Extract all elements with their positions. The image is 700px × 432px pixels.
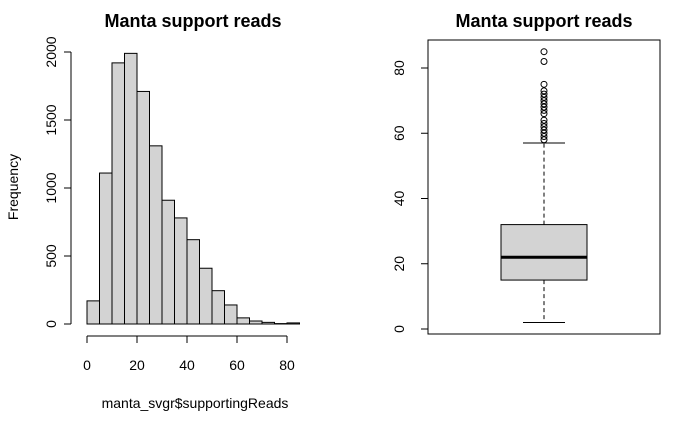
histogram-bar [86,300,100,325]
boxplot-outlier [540,87,548,95]
histogram-bar [249,320,263,325]
histogram-x-tick-label: 20 [129,357,145,373]
boxplot-outlier [540,126,548,134]
boxplot-outlier [540,100,548,108]
histogram-y-axis: 0 500 1000 1500 2000 [43,36,72,328]
histogram-bar [174,217,188,325]
boxplot-outlier [540,116,548,124]
boxplot-y-tick-label: 60 [391,125,407,141]
histogram-panel: Manta support reads 0 500 1000 1500 2000 0 20… [5,11,300,411]
boxplot-outlier [540,123,548,131]
boxplot-outlier [540,90,548,98]
histogram-x-tick-label: 40 [179,357,195,373]
histogram-bar [199,267,213,325]
boxplot-panel: Manta support reads 0 20 40 60 80 [391,11,661,335]
boxplot-box [500,224,588,281]
boxplot-y-tick-label: 80 [391,60,407,76]
boxplot-outlier [540,48,548,56]
boxplot-outlier [540,110,548,118]
histogram-y-tick-label: 0 [43,320,59,328]
histogram-y-label: Frequency [5,154,21,220]
boxplot-outlier [540,103,548,111]
boxplot-outlier [540,133,548,141]
histogram-x-tick-label: 80 [279,357,295,373]
boxplot-outlier [540,80,548,88]
boxplot-y-axis: 0 20 40 60 80 [391,60,428,333]
histogram-x-label: manta_svgr$supportingReads [102,395,289,411]
boxplot-outlier [540,97,548,105]
histogram-bar [124,52,138,325]
histogram-bar [136,90,150,325]
histogram-bar [99,172,113,325]
boxplot-outlier [540,57,548,65]
histogram-bar [149,145,163,325]
boxplot-outlier [540,136,548,144]
boxplot-y-tick-label: 40 [391,191,407,207]
boxplot-elements [500,48,588,323]
histogram-bar [261,321,275,325]
histogram-bar [186,239,200,325]
histogram-bar [111,62,125,325]
histogram-bar [211,290,225,325]
boxplot-y-tick-label: 0 [391,325,407,333]
histogram-x-tick-label: 0 [83,357,91,373]
boxplot-outlier [540,129,548,137]
histogram-x-tick-label: 60 [229,357,245,373]
boxplot-outlier [540,106,548,114]
boxplot-outlier [540,93,548,101]
histogram-bars [86,52,300,325]
histogram-bar [224,304,238,325]
histogram-y-tick-label: 500 [43,244,59,268]
boxplot-frame [427,39,661,335]
histogram-bar [286,322,300,325]
histogram-bar [161,199,175,325]
histogram-bar [236,317,250,325]
boxplot-title: Manta support reads [455,11,632,31]
boxplot-y-tick-label: 20 [391,256,407,272]
histogram-y-tick-label: 1500 [43,104,59,135]
histogram-x-axis: 0 20 40 60 80 [83,335,295,373]
histogram-y-tick-label: 2000 [43,36,59,67]
histogram-title: Manta support reads [104,11,281,31]
boxplot-outlier [540,119,548,127]
histogram-y-tick-label: 1000 [43,172,59,203]
